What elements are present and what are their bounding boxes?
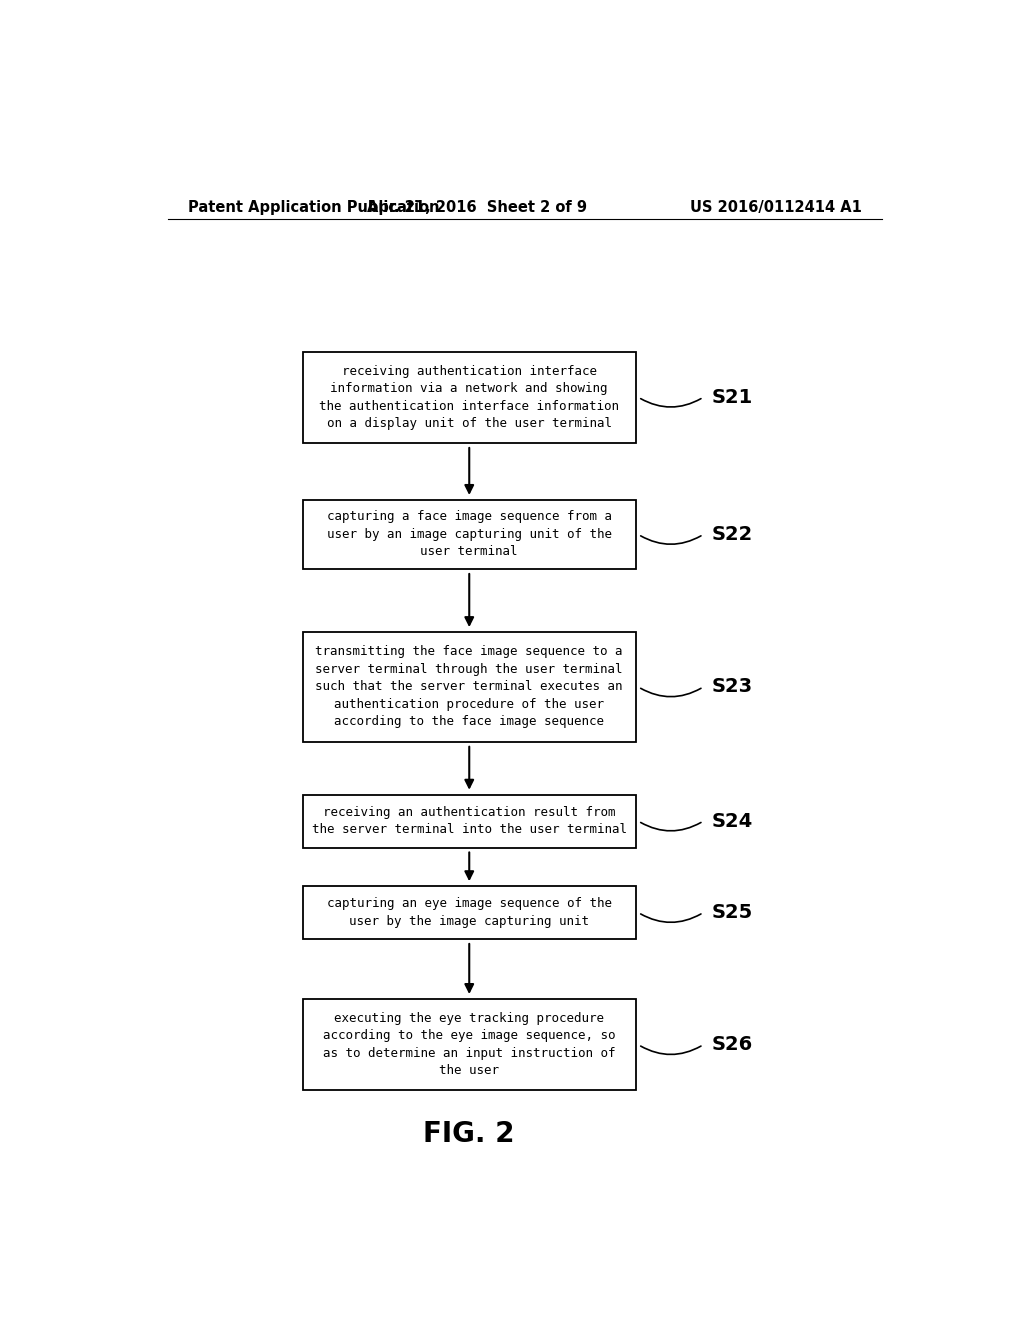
Text: S23: S23 (712, 677, 753, 697)
Text: S24: S24 (712, 812, 753, 830)
Text: capturing an eye image sequence of the
user by the image capturing unit: capturing an eye image sequence of the u… (327, 898, 611, 928)
Bar (303, 632, 636, 742)
Bar (303, 999, 636, 1090)
Text: capturing a face image sequence from a
user by an image capturing unit of the
us: capturing a face image sequence from a u… (327, 511, 611, 558)
Bar (303, 500, 636, 569)
Text: Apr. 21, 2016  Sheet 2 of 9: Apr. 21, 2016 Sheet 2 of 9 (368, 199, 587, 215)
Text: US 2016/0112414 A1: US 2016/0112414 A1 (690, 199, 862, 215)
Text: S25: S25 (712, 903, 753, 923)
Bar (303, 351, 636, 444)
Bar (303, 795, 636, 847)
Text: executing the eye tracking procedure
according to the eye image sequence, so
as : executing the eye tracking procedure acc… (323, 1012, 615, 1077)
Text: receiving an authentication result from
the server terminal into the user termin: receiving an authentication result from … (311, 805, 627, 837)
Text: Patent Application Publication: Patent Application Publication (187, 199, 439, 215)
Text: FIG. 2: FIG. 2 (424, 1121, 515, 1148)
Bar (303, 886, 636, 939)
Text: receiving authentication interface
information via a network and showing
the aut: receiving authentication interface infor… (319, 364, 620, 430)
Text: S22: S22 (712, 525, 753, 544)
Text: S26: S26 (712, 1035, 753, 1055)
Text: S21: S21 (712, 388, 753, 407)
Text: transmitting the face image sequence to a
server terminal through the user termi: transmitting the face image sequence to … (315, 645, 623, 729)
